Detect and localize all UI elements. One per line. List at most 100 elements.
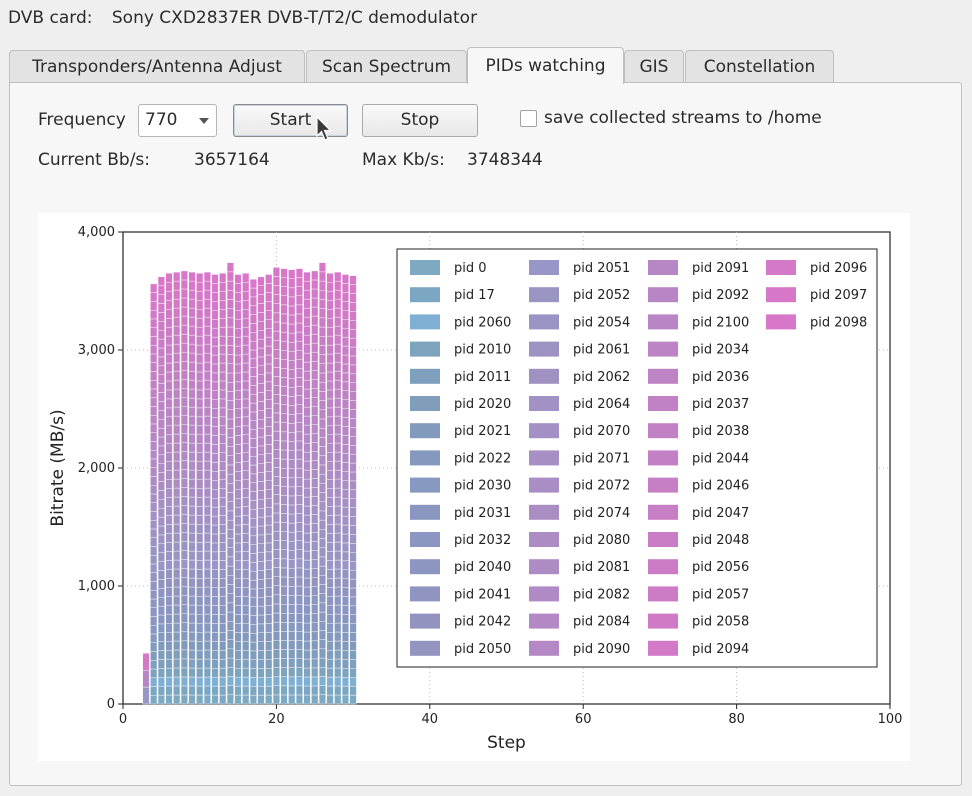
bar-segment: [326, 470, 334, 480]
bar-segment: [188, 460, 196, 471]
bar-segment: [288, 667, 296, 678]
bar-segment: [288, 296, 296, 307]
bar-segment: [272, 376, 280, 386]
bar-segment: [318, 667, 326, 677]
legend-swatch: [648, 450, 678, 466]
legend-swatch: [648, 559, 678, 575]
save-streams-label[interactable]: save collected streams to /home: [544, 108, 822, 128]
bar-segment: [311, 640, 319, 651]
bar-segment: [272, 458, 280, 468]
bar-segment: [242, 533, 250, 543]
bar-segment: [150, 520, 158, 530]
bar-segment: [303, 595, 311, 606]
stop-button[interactable]: Stop: [362, 104, 478, 137]
bar-segment: [242, 667, 250, 678]
bar-segment: [203, 325, 211, 336]
legend-swatch: [410, 586, 440, 602]
tab-scan-spectrum[interactable]: Scan Spectrum: [306, 50, 467, 83]
bar-segment: [219, 461, 227, 471]
bar-segment: [203, 424, 211, 435]
legend-swatch: [410, 423, 440, 439]
bar-segment: [196, 461, 204, 471]
bar-segment: [341, 426, 349, 436]
frequency-select[interactable]: 770: [138, 104, 217, 137]
bar-segment: [173, 370, 181, 381]
bar-segment: [211, 497, 219, 508]
bar-segment: [318, 529, 326, 539]
bar-segment: [303, 694, 311, 705]
bar-segment: [157, 454, 165, 464]
bar-segment: [211, 676, 219, 687]
bar-segment: [157, 614, 165, 625]
legend-label: pid 2064: [573, 397, 630, 412]
start-button[interactable]: Start: [233, 104, 348, 137]
bar-segment: [180, 351, 188, 362]
bar-segment: [150, 476, 158, 486]
bar-segment: [249, 314, 257, 324]
bar-segment: [188, 667, 196, 678]
bar-segment: [326, 479, 334, 489]
bar-segment: [226, 400, 234, 410]
bar-segment: [173, 505, 181, 516]
bar-segment: [226, 694, 234, 705]
tab-transponders[interactable]: Transponders/Antenna Adjust: [9, 50, 305, 83]
bar-segment: [219, 371, 227, 382]
legend-label: pid 2022: [454, 451, 511, 466]
bar-segment: [203, 622, 211, 633]
bar-segment: [334, 442, 342, 453]
bar-segment: [257, 623, 265, 634]
bar-segment: [334, 271, 342, 282]
bar-segment: [165, 614, 173, 624]
tab-gis[interactable]: GIS: [624, 50, 684, 83]
bar-segment: [311, 424, 319, 434]
bar-segment: [280, 685, 288, 696]
bar-segment: [326, 300, 334, 310]
bar-segment: [180, 279, 188, 290]
bar-segment: [280, 467, 288, 478]
bar-segment: [311, 270, 319, 281]
bar-segment: [211, 363, 219, 374]
bar-segment: [288, 332, 296, 343]
bar-segment: [257, 605, 265, 616]
bar-segment: [288, 522, 296, 533]
bar-segment: [318, 391, 326, 401]
bar-segment: [165, 470, 173, 480]
bar-segment: [288, 341, 296, 352]
bar-segment: [249, 659, 257, 669]
legend-label: pid 2042: [454, 615, 511, 630]
bar-segment: [272, 512, 280, 523]
bar-segment: [173, 289, 181, 300]
bar-segment: [196, 443, 204, 453]
bar-segment: [173, 559, 181, 570]
bar-segment: [318, 262, 326, 273]
save-streams-checkbox[interactable]: [520, 110, 537, 127]
bar-segment: [349, 632, 357, 642]
bar-segment: [303, 685, 311, 696]
bar-segment: [188, 649, 196, 660]
bar-segment: [303, 433, 311, 444]
bar-segment: [188, 568, 196, 579]
bar-segment: [226, 271, 234, 282]
bar-segment: [165, 273, 173, 283]
tab-constellation[interactable]: Constellation: [685, 50, 834, 83]
bar-segment: [165, 524, 173, 534]
bar-segment: [295, 286, 303, 296]
bar-segment: [272, 385, 280, 395]
bar-segment: [295, 504, 303, 514]
bar-segment: [173, 280, 181, 291]
bar-segment: [349, 471, 357, 482]
bar-segment: [157, 508, 165, 518]
bar-segment: [341, 390, 349, 400]
bar-segment: [242, 353, 250, 364]
bar-segment: [311, 514, 319, 524]
tab-pids-watching[interactable]: PIDs watching: [467, 47, 624, 84]
bar-segment: [257, 508, 265, 518]
bar-segment: [272, 621, 280, 632]
bar-segment: [349, 543, 357, 553]
bar-segment: [326, 560, 334, 570]
bar-segment: [288, 314, 296, 325]
bar-segment: [311, 297, 319, 308]
bar-segment: [196, 407, 204, 418]
legend-label: pid 2021: [454, 424, 511, 439]
bar-segment: [150, 695, 158, 705]
